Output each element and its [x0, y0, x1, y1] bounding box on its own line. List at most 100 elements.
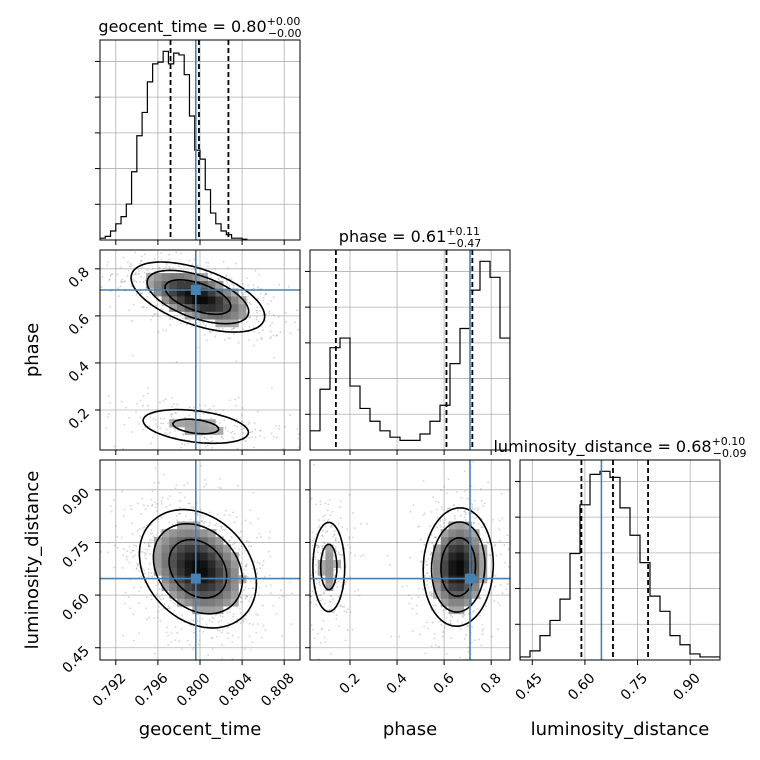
- scatter-point: [301, 548, 303, 550]
- scatter-point: [360, 555, 363, 558]
- scatter-point: [162, 267, 165, 270]
- scatter-point: [340, 517, 342, 520]
- scatter-point: [278, 283, 281, 286]
- scatter-point: [93, 248, 95, 250]
- scatter-point: [515, 593, 517, 595]
- density-cell: [215, 583, 224, 592]
- scatter-point: [331, 611, 334, 614]
- scatter-point: [493, 600, 496, 602]
- scatter-point: [282, 447, 285, 450]
- scatter-point: [208, 524, 210, 527]
- scatter-point: [140, 259, 143, 262]
- density-cell: [230, 583, 239, 592]
- scatter-point: [425, 563, 428, 566]
- x-tick-label: 0.808: [258, 670, 298, 710]
- density-cell: [230, 303, 239, 312]
- scatter-point: [281, 595, 284, 598]
- density-cell: [215, 296, 224, 305]
- scatter-point: [244, 597, 247, 600]
- scatter-point: [261, 604, 264, 607]
- scatter-point: [472, 611, 474, 613]
- scatter-point: [339, 558, 342, 561]
- scatter-point: [329, 674, 331, 676]
- scatter-point: [235, 360, 238, 363]
- scatter-point: [204, 445, 207, 448]
- scatter-point: [503, 543, 506, 546]
- scatter-point: [251, 436, 253, 439]
- density-cell: [184, 590, 193, 599]
- scatter-point: [487, 542, 490, 545]
- scatter-point: [464, 490, 466, 493]
- scatter-point: [334, 548, 337, 550]
- scatter-point: [151, 490, 154, 493]
- grid-lines: [310, 460, 510, 660]
- scatter-point: [466, 625, 469, 627]
- scatter-point: [333, 611, 335, 614]
- scatter-point: [290, 623, 293, 625]
- scatter-point: [132, 303, 135, 306]
- histogram-bar: [440, 405, 450, 450]
- scatter-point: [329, 514, 332, 516]
- scatter-point: [318, 583, 321, 586]
- density-cell: [176, 419, 185, 428]
- histogram-bar: [142, 112, 147, 240]
- scatter-point: [249, 648, 252, 651]
- scatter-point: [135, 271, 137, 274]
- scatter-point: [341, 554, 344, 557]
- scatter-point: [100, 551, 102, 553]
- scatter-point: [159, 417, 162, 420]
- scatter-point: [434, 536, 437, 539]
- scatter-point: [480, 500, 483, 502]
- scatter-point: [220, 487, 222, 490]
- density-cell: [223, 311, 232, 320]
- density-cell: [184, 560, 193, 568]
- scatter-point: [253, 330, 255, 333]
- scatter-point: [139, 262, 141, 265]
- scatter-point: [169, 413, 172, 415]
- scatter-point: [409, 556, 412, 559]
- density-cell: [184, 521, 193, 530]
- histogram-bar: [221, 231, 226, 240]
- scatter-point: [204, 324, 207, 327]
- scatter-point: [144, 554, 147, 557]
- panel-frame: [309, 459, 511, 661]
- scatter-point: [246, 596, 249, 598]
- scatter-point: [460, 496, 463, 499]
- scatter-point: [165, 266, 168, 268]
- scatter-point: [327, 518, 330, 521]
- scatter-point: [303, 544, 305, 546]
- scatter-point: [175, 251, 178, 254]
- scatter-point: [140, 255, 143, 258]
- scatter-point: [145, 306, 148, 309]
- scatter-point: [226, 282, 229, 284]
- scatter-point: [135, 273, 137, 276]
- scatter-point: [256, 536, 258, 539]
- scatter-point: [139, 280, 141, 283]
- scatter-point: [132, 549, 135, 552]
- scatter-point: [236, 447, 239, 450]
- scatter-point: [396, 541, 399, 544]
- x-tick-label: 0.90: [670, 670, 703, 703]
- scatter-point: [323, 602, 326, 605]
- scatter-point: [473, 609, 475, 612]
- scatter-point: [337, 522, 340, 525]
- scatter-point: [138, 590, 141, 593]
- scatter-point: [114, 525, 117, 527]
- scatter-point: [415, 612, 418, 615]
- scatter-point: [270, 432, 273, 435]
- scatter-point: [155, 584, 158, 587]
- histogram-bar: [205, 190, 210, 240]
- scatter-point: [131, 556, 134, 558]
- density-cell: [200, 529, 208, 538]
- scatter-point: [480, 644, 483, 647]
- density-cell: [448, 521, 457, 530]
- scatter-point: [430, 585, 433, 588]
- histogram-bar: [132, 172, 137, 240]
- scatter-point: [424, 575, 427, 577]
- scatter-point: [268, 337, 271, 340]
- scatter-point: [200, 464, 203, 467]
- scatter-point: [454, 517, 456, 520]
- scatter-point: [481, 624, 484, 626]
- scatter-point: [481, 633, 484, 636]
- scatter-point: [206, 444, 209, 447]
